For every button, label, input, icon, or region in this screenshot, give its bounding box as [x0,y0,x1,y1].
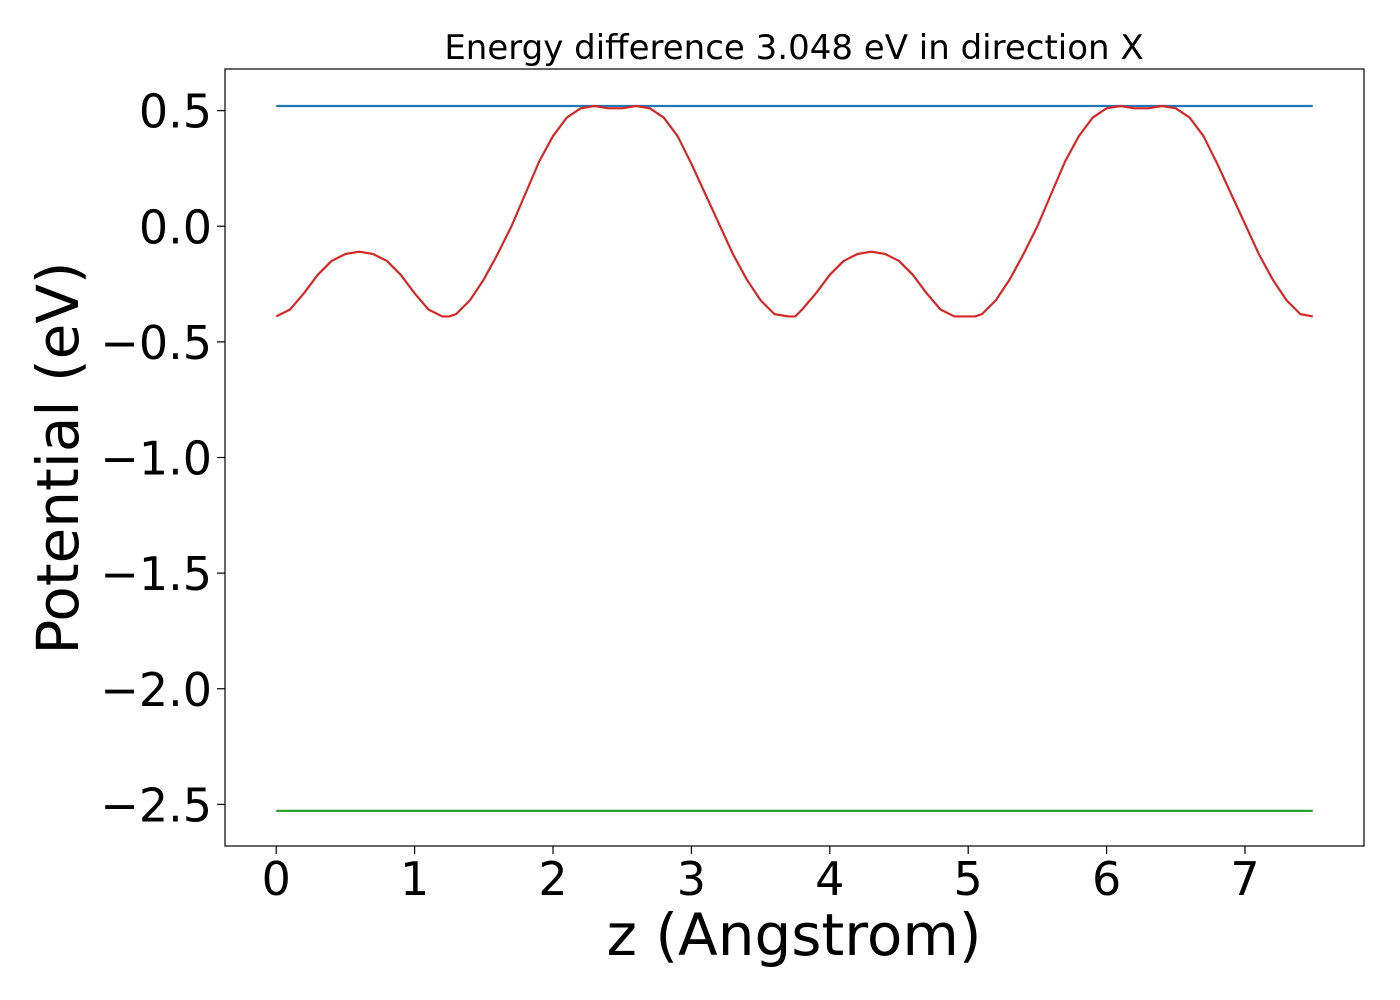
x-tick-label: 4 [815,852,844,906]
y-tick-label: −2.0 [100,663,212,717]
y-tick-label: 0.5 [139,85,212,139]
x-tick-label: 7 [1230,852,1259,906]
y-tick-label: −0.5 [100,316,212,370]
x-tick-label: 6 [1092,852,1121,906]
x-axis-ticks: 0 1 2 3 4 5 6 7 [262,846,1260,906]
y-axis-ticks: 0.5 0.0 −0.5 −1.0 −1.5 −2.0 −2.5 [100,85,225,832]
series-layer [275,104,1313,812]
x-tick-label: 0 [262,852,291,906]
x-axis-label: z (Angstrom) [607,901,982,969]
x-tick-label: 5 [954,852,983,906]
series-line-1 [275,104,1313,318]
x-tick-label: 2 [538,852,567,906]
y-tick-label: −1.5 [100,547,212,601]
chart-title: Energy difference 3.048 eV in direction … [444,28,1143,68]
y-tick-label: −2.5 [100,778,212,832]
x-tick-label: 3 [677,852,706,906]
y-tick-label: 0.0 [139,200,212,254]
plot-frame [224,68,1365,847]
y-axis-label: Potential (eV) [24,261,92,654]
x-tick-label: 1 [400,852,429,906]
y-tick-label: −1.0 [100,432,212,486]
